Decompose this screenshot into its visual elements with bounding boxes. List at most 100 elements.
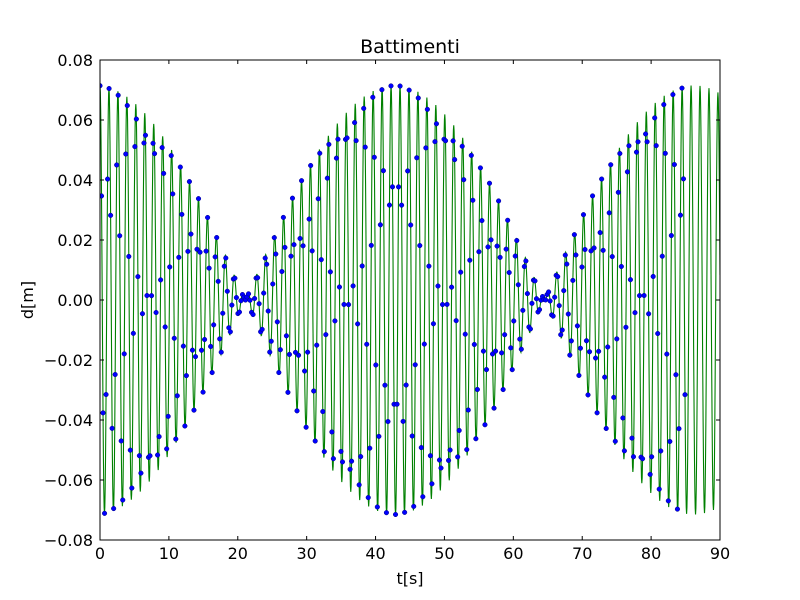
data-point bbox=[142, 132, 149, 138]
data-point bbox=[245, 291, 252, 297]
data-point bbox=[620, 415, 626, 421]
data-point bbox=[100, 410, 106, 416]
data-point bbox=[127, 447, 133, 453]
data-point bbox=[556, 303, 562, 309]
data-point bbox=[488, 237, 494, 243]
data-point bbox=[676, 426, 682, 432]
x-tick-label: 60 bbox=[503, 544, 523, 563]
data-point bbox=[647, 471, 653, 477]
data-point bbox=[411, 503, 417, 509]
data-point bbox=[455, 454, 461, 460]
data-point bbox=[195, 196, 202, 202]
data-point bbox=[291, 242, 297, 248]
data-point bbox=[262, 255, 268, 261]
data-point bbox=[330, 456, 336, 462]
data-point bbox=[286, 351, 292, 358]
data-point bbox=[100, 193, 105, 199]
data-point bbox=[118, 438, 124, 444]
data-point bbox=[546, 289, 552, 295]
data-point bbox=[574, 323, 580, 329]
data-point bbox=[215, 278, 221, 284]
data-point bbox=[162, 324, 168, 330]
data-point bbox=[500, 387, 506, 393]
data-point bbox=[402, 509, 408, 515]
data-point bbox=[208, 343, 214, 350]
data-point bbox=[456, 427, 462, 434]
data-point bbox=[185, 248, 191, 254]
data-point bbox=[180, 343, 186, 349]
data-point bbox=[443, 138, 449, 144]
data-point bbox=[514, 237, 520, 244]
data-point bbox=[614, 336, 620, 342]
data-point bbox=[573, 252, 579, 258]
data-point bbox=[252, 295, 258, 302]
data-point bbox=[636, 293, 643, 299]
data-point bbox=[640, 456, 646, 462]
data-point bbox=[220, 310, 226, 316]
data-point bbox=[555, 274, 561, 280]
data-point bbox=[126, 253, 132, 260]
data-point bbox=[673, 372, 679, 378]
data-point bbox=[170, 191, 176, 197]
data-point bbox=[403, 382, 409, 388]
data-point bbox=[232, 275, 238, 281]
data-point bbox=[132, 144, 138, 150]
data-point bbox=[652, 115, 658, 121]
data-point bbox=[155, 452, 161, 458]
data-point bbox=[267, 349, 273, 355]
data-point bbox=[653, 143, 659, 149]
data-point bbox=[406, 87, 412, 93]
data-point bbox=[371, 154, 377, 160]
data-point bbox=[533, 296, 540, 302]
data-point bbox=[627, 277, 633, 283]
data-point bbox=[473, 436, 479, 442]
data-point bbox=[255, 275, 261, 281]
plot-area bbox=[100, 83, 720, 518]
data-point bbox=[674, 506, 680, 512]
data-point bbox=[394, 401, 400, 407]
data-point bbox=[306, 216, 312, 222]
data-point bbox=[182, 423, 188, 429]
data-point bbox=[547, 298, 553, 304]
data-point bbox=[353, 138, 359, 144]
data-point bbox=[279, 268, 285, 275]
data-point bbox=[567, 352, 573, 358]
data-point bbox=[461, 177, 467, 183]
data-point bbox=[529, 300, 535, 306]
data-point bbox=[114, 162, 120, 168]
data-point bbox=[618, 263, 624, 270]
data-point bbox=[594, 410, 600, 416]
data-point bbox=[632, 310, 638, 316]
data-point bbox=[450, 138, 456, 144]
data-point bbox=[677, 212, 684, 218]
data-point bbox=[418, 445, 424, 451]
y-tick-label: −0.06 bbox=[44, 471, 93, 490]
data-point bbox=[303, 424, 309, 430]
data-point bbox=[109, 425, 115, 431]
y-tick-label: −0.04 bbox=[44, 411, 93, 430]
data-point bbox=[606, 210, 612, 216]
data-point bbox=[283, 333, 289, 339]
data-point bbox=[470, 197, 476, 203]
data-point bbox=[465, 407, 471, 413]
data-point bbox=[655, 331, 661, 337]
data-point bbox=[661, 102, 667, 108]
data-point bbox=[617, 150, 623, 157]
data-point bbox=[295, 352, 302, 358]
data-point bbox=[171, 335, 177, 341]
data-point bbox=[577, 345, 583, 351]
data-point bbox=[194, 246, 200, 252]
data-point bbox=[479, 218, 485, 224]
data-point bbox=[580, 212, 587, 218]
data-point bbox=[365, 495, 371, 501]
data-point bbox=[561, 288, 567, 294]
data-point bbox=[641, 292, 647, 299]
data-point bbox=[493, 348, 499, 354]
data-point bbox=[477, 165, 483, 171]
data-point bbox=[414, 155, 420, 161]
data-point bbox=[552, 294, 558, 300]
data-point bbox=[347, 466, 353, 472]
data-point bbox=[447, 447, 453, 453]
data-point bbox=[309, 248, 315, 254]
